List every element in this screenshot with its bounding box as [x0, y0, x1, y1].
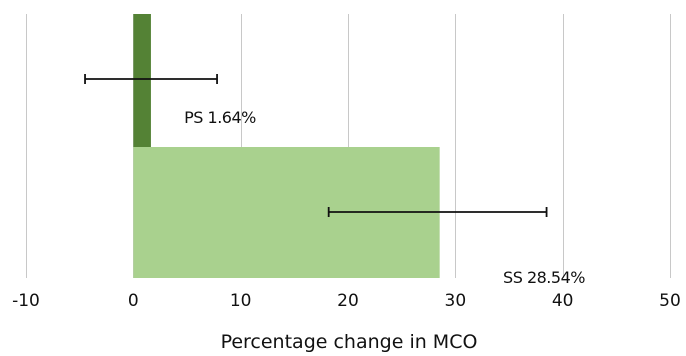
error-bars: [84, 74, 548, 217]
x-tick-label: -10: [12, 291, 40, 311]
x-tick-label: 50: [659, 291, 681, 311]
bars: [133, 14, 440, 278]
x-tick-label: 40: [552, 291, 574, 311]
data-label: SS 28.54%: [503, 268, 585, 287]
x-tick-label: 0: [128, 291, 139, 311]
x-tick-label: 30: [445, 291, 467, 311]
error-bar: [84, 74, 218, 84]
x-tick-label: 10: [230, 291, 252, 311]
bar: [133, 14, 151, 147]
error-bar: [327, 207, 548, 217]
x-axis-ticks: -10 0 10 20 30 40 50: [12, 291, 681, 311]
data-labels: PS 1.64% SS 28.54%: [184, 108, 586, 287]
x-tick-label: 20: [337, 291, 359, 311]
x-axis-title: Percentage change in MCO: [221, 331, 478, 353]
data-label: PS 1.64%: [184, 108, 256, 127]
